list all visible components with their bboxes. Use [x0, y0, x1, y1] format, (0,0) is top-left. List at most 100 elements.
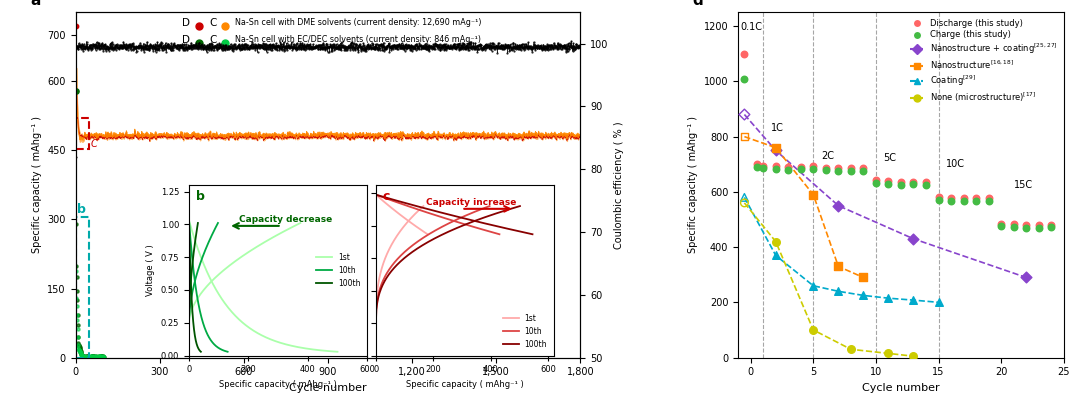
Point	[73, 353, 91, 360]
Point	[92, 353, 109, 360]
Point	[87, 353, 105, 360]
Point	[68, 221, 85, 227]
Point	[767, 144, 784, 151]
Point	[82, 354, 99, 360]
Point	[75, 354, 92, 360]
Point	[87, 354, 105, 360]
Legend: Discharge (this study), Charge (this study), Nanostructure + coating$^{[25,27]}$: Discharge (this study), Charge (this stu…	[908, 16, 1059, 106]
Point	[87, 353, 105, 360]
Text: c: c	[383, 190, 390, 203]
Point	[94, 354, 111, 360]
Point	[829, 288, 847, 295]
Point	[78, 354, 95, 361]
Point	[767, 166, 784, 173]
Point	[93, 354, 110, 360]
Point	[72, 351, 90, 358]
Point	[78, 353, 95, 360]
Point	[80, 353, 97, 359]
Point	[71, 345, 89, 351]
Point	[91, 353, 108, 360]
Point	[86, 353, 104, 360]
Point	[89, 354, 106, 361]
Point	[842, 167, 860, 174]
Y-axis label: Specific capacity ( mAhg⁻¹ ): Specific capacity ( mAhg⁻¹ )	[31, 116, 42, 254]
Point	[76, 354, 93, 360]
Point	[80, 353, 97, 360]
Point	[81, 353, 98, 360]
Point	[829, 165, 847, 172]
Point	[68, 273, 85, 280]
Point	[905, 353, 922, 360]
Point	[69, 297, 86, 304]
Point	[81, 353, 98, 360]
Point	[86, 354, 104, 360]
Point	[72, 347, 90, 354]
Point	[905, 178, 922, 185]
Text: 15C: 15C	[1014, 180, 1032, 190]
Point	[780, 164, 797, 170]
Point	[85, 354, 103, 360]
Point	[85, 353, 103, 360]
Point	[818, 164, 835, 171]
Point	[880, 295, 897, 302]
Point	[85, 353, 103, 360]
Point	[78, 353, 95, 360]
Point	[917, 181, 934, 188]
Point	[84, 353, 102, 360]
Point	[85, 353, 103, 360]
Point	[70, 343, 87, 350]
Point	[71, 347, 89, 353]
Point	[80, 354, 97, 360]
Point	[90, 353, 107, 360]
Point	[755, 165, 772, 172]
Point	[68, 267, 85, 274]
Point	[94, 354, 111, 361]
Point	[90, 354, 107, 360]
Point	[86, 353, 104, 360]
Point	[83, 353, 100, 360]
Point	[905, 181, 922, 188]
Point	[77, 353, 94, 360]
Point	[735, 111, 753, 118]
Text: 2C: 2C	[821, 151, 834, 161]
Point	[854, 292, 872, 299]
Point	[1042, 222, 1059, 228]
Point	[71, 346, 89, 353]
Point	[76, 354, 93, 360]
Text: 5C: 5C	[883, 153, 896, 164]
Point	[748, 164, 766, 170]
Point	[880, 178, 897, 185]
Bar	[76, 217, 89, 358]
Point	[867, 180, 885, 186]
Point	[85, 353, 103, 360]
Point	[735, 51, 753, 57]
Point	[78, 353, 95, 360]
Point	[735, 75, 753, 82]
Point	[805, 282, 822, 289]
Point	[94, 353, 111, 360]
Point	[993, 220, 1010, 227]
Point	[73, 352, 91, 359]
Y-axis label: Coulombic efficiency ( % ): Coulombic efficiency ( % )	[615, 121, 624, 249]
Point	[92, 353, 109, 360]
Point	[1042, 224, 1059, 231]
Point	[79, 353, 96, 360]
Point	[77, 354, 94, 360]
Point	[83, 353, 100, 360]
Point	[79, 353, 96, 360]
Point	[94, 353, 111, 360]
Point	[68, 312, 85, 318]
Text: d: d	[692, 0, 703, 8]
Point	[75, 353, 92, 360]
Point	[77, 353, 94, 360]
Point	[90, 354, 107, 360]
Point	[943, 197, 960, 204]
Point	[94, 353, 111, 360]
Point	[767, 252, 784, 259]
Bar	[76, 118, 89, 149]
Point	[90, 353, 107, 360]
Point	[69, 342, 86, 348]
Point	[73, 354, 91, 360]
Point	[91, 353, 108, 359]
Point	[89, 353, 106, 360]
